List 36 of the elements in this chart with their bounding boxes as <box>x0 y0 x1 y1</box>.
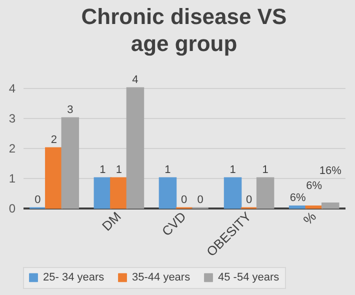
data-label: 1 <box>164 164 171 176</box>
y-tick-label: 3 <box>8 112 16 126</box>
bar <box>61 117 80 209</box>
data-label: 0 <box>180 194 188 206</box>
bar <box>256 177 274 209</box>
legend-label: 45 -54 years <box>218 272 280 284</box>
bar <box>321 202 340 209</box>
bar <box>110 177 128 209</box>
data-label: 1 <box>100 164 106 176</box>
data-label: 6% <box>306 180 322 192</box>
data-label: 16% <box>319 165 342 178</box>
data-label: 1 <box>116 164 122 176</box>
data-label: 6% <box>290 192 306 204</box>
bar <box>94 177 112 209</box>
bar <box>45 147 63 209</box>
data-label: 0 <box>34 194 41 206</box>
x-tick-label: % <box>300 208 320 228</box>
bar <box>126 87 144 209</box>
bar <box>224 177 242 209</box>
data-label: 3 <box>67 104 74 116</box>
data-label: 1 <box>230 164 236 176</box>
y-tick-label: 0 <box>8 202 16 216</box>
legend-label: 25- 34 years <box>43 272 105 284</box>
chart-title: Chronic disease VS age group <box>81 4 287 56</box>
data-label: 4 <box>132 74 138 86</box>
y-tick-label: 1 <box>8 172 16 186</box>
data-label: 0 <box>246 194 252 206</box>
legend-label: 35-44 years <box>132 272 191 284</box>
x-tick-label: DM <box>98 208 124 234</box>
y-tick-label: 4 <box>8 82 16 96</box>
bar <box>158 177 177 209</box>
y-tick-label: 2 <box>8 142 16 156</box>
data-label: 2 <box>50 134 57 146</box>
data-label: 1 <box>262 164 268 176</box>
x-tick-label: CVD <box>158 208 189 239</box>
data-label: 0 <box>197 194 204 206</box>
